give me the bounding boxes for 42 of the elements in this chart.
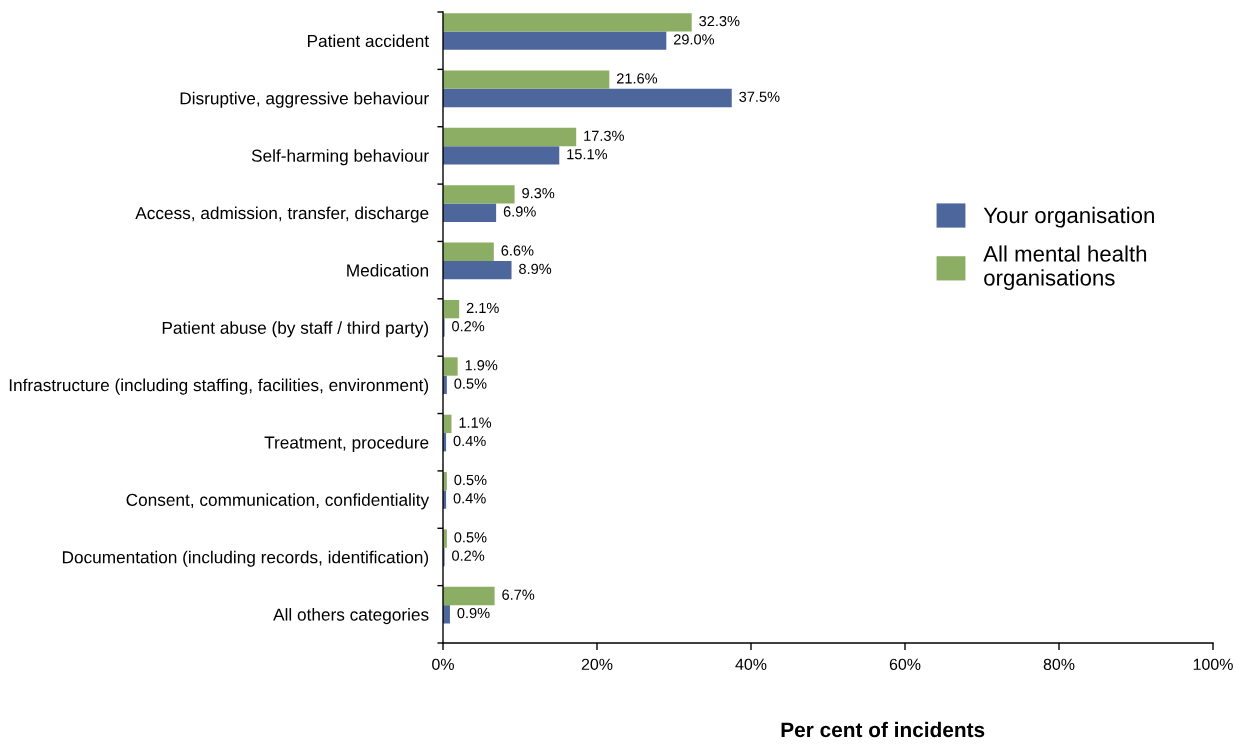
data-label: 6.7% bbox=[502, 589, 535, 600]
data-label: 8.9% bbox=[519, 263, 552, 275]
y-tick-label: Documentation (including records, identification) bbox=[62, 550, 429, 567]
data-label: 9.3% bbox=[522, 188, 555, 199]
legend-label: Your organisation bbox=[983, 206, 1154, 228]
y-tick-label: Self-harming behaviour bbox=[251, 149, 429, 166]
x-tick-label: 100% bbox=[1193, 658, 1233, 671]
data-label: 0.5% bbox=[454, 532, 487, 543]
data-label: 15.1% bbox=[567, 149, 608, 160]
data-label: 0.4% bbox=[453, 493, 486, 504]
y-tick-label: Medication bbox=[347, 263, 428, 277]
data-label: 37.5% bbox=[739, 91, 780, 102]
data-label: 0.9% bbox=[457, 607, 490, 619]
data-label: 21.6% bbox=[617, 73, 658, 84]
data-label: 2.1% bbox=[466, 302, 499, 313]
x-axis-title: Per cent of incidents bbox=[781, 721, 985, 738]
y-tick-label: All others categories bbox=[273, 608, 429, 625]
y-tick-label: Infrastructure (including staffing, facilities, environment) bbox=[9, 378, 429, 395]
data-label: 1.9% bbox=[465, 360, 498, 371]
data-label: 6.6% bbox=[501, 245, 534, 256]
data-label: 0.2% bbox=[452, 321, 485, 332]
y-tick-label: Access, admission, transfer, discharge bbox=[135, 206, 429, 223]
legend-label: All mental health organisations bbox=[983, 245, 1147, 291]
data-label: 0.4% bbox=[453, 435, 486, 447]
data-label: 6.9% bbox=[503, 206, 536, 217]
x-tick-label: 0% bbox=[432, 658, 454, 671]
data-label: 0.5% bbox=[454, 378, 487, 389]
y-tick-label: Treatment, procedure bbox=[264, 435, 429, 453]
x-tick-label: 60% bbox=[889, 658, 921, 671]
data-label: 1.1% bbox=[459, 417, 492, 428]
x-tick-label: 80% bbox=[1043, 658, 1075, 671]
data-label: 0.2% bbox=[452, 550, 485, 561]
y-tick-label: Patient accident bbox=[307, 34, 429, 48]
x-tick-label: 20% bbox=[581, 658, 613, 671]
data-label: 17.3% bbox=[584, 130, 624, 141]
data-label: 0.5% bbox=[454, 474, 487, 486]
y-tick-label: Disruptive, aggressive behaviour bbox=[180, 91, 429, 108]
x-tick-label: 40% bbox=[735, 658, 767, 671]
y-tick-label: Patient abuse (by staff / third party) bbox=[162, 321, 429, 338]
data-label: 32.3% bbox=[699, 15, 740, 27]
data-label: 29.0% bbox=[673, 34, 715, 45]
y-tick-label: Consent, communication, confidentiality bbox=[126, 493, 430, 510]
